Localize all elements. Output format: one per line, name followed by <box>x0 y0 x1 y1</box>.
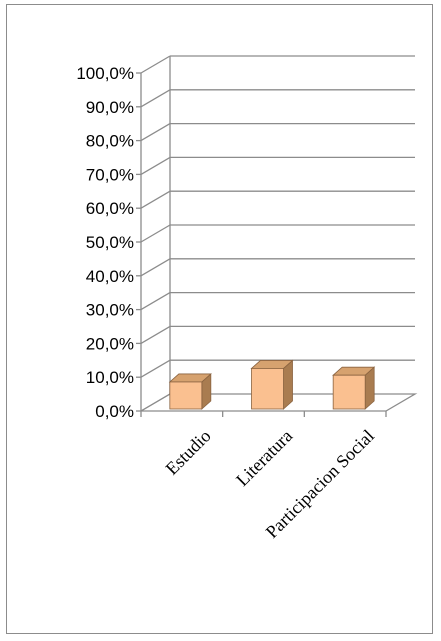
y-axis-tick-label: 50,0% <box>86 233 134 252</box>
side-wall-gridline <box>140 156 171 175</box>
chart-gridlines <box>140 55 415 412</box>
y-axis-tick-label: 0,0% <box>95 402 134 421</box>
x-axis-tick-label: Literatura <box>232 426 296 490</box>
chart-bars <box>168 359 376 410</box>
y-axis-tick-label: 40,0% <box>86 267 134 286</box>
side-wall-gridline <box>140 292 171 311</box>
x-axis-tick-label: Estudio <box>162 426 215 479</box>
side-wall-gridline <box>140 190 171 209</box>
side-wall-gridline <box>140 325 171 344</box>
chart-frame <box>6 4 433 634</box>
side-wall-gridline <box>140 258 171 277</box>
y-axis-tick-labels: 0,0% 10,0% 20,0% 30,0% 40,0% 50,0% 60,0% 70,0% 8… <box>76 64 134 421</box>
side-wall-gridline <box>140 224 171 243</box>
chart-axes <box>136 56 418 417</box>
y-axis-tick-label: 80,0% <box>86 132 134 151</box>
side-wall-gridline <box>140 123 171 142</box>
bar-participacion-social <box>332 366 376 410</box>
bar-estudio <box>168 373 212 410</box>
side-wall-gridline <box>140 55 171 74</box>
y-axis-tick-label: 30,0% <box>86 301 134 320</box>
bar-front-face <box>169 381 203 410</box>
y-axis-tick-label: 20,0% <box>86 334 134 353</box>
y-axis-tick-label: 90,0% <box>86 98 134 117</box>
side-wall-gridline <box>140 89 171 108</box>
side-wall-gridline <box>140 359 171 378</box>
y-axis-tick-label: 70,0% <box>86 165 134 184</box>
y-axis-tick-label: 10,0% <box>86 368 134 387</box>
y-axis-tick-label: 100,0% <box>76 64 134 83</box>
bar-front-face <box>251 368 284 410</box>
bar-front-face <box>332 374 366 410</box>
bar-literatura <box>250 359 294 410</box>
y-axis-tick-label: 60,0% <box>86 199 134 218</box>
